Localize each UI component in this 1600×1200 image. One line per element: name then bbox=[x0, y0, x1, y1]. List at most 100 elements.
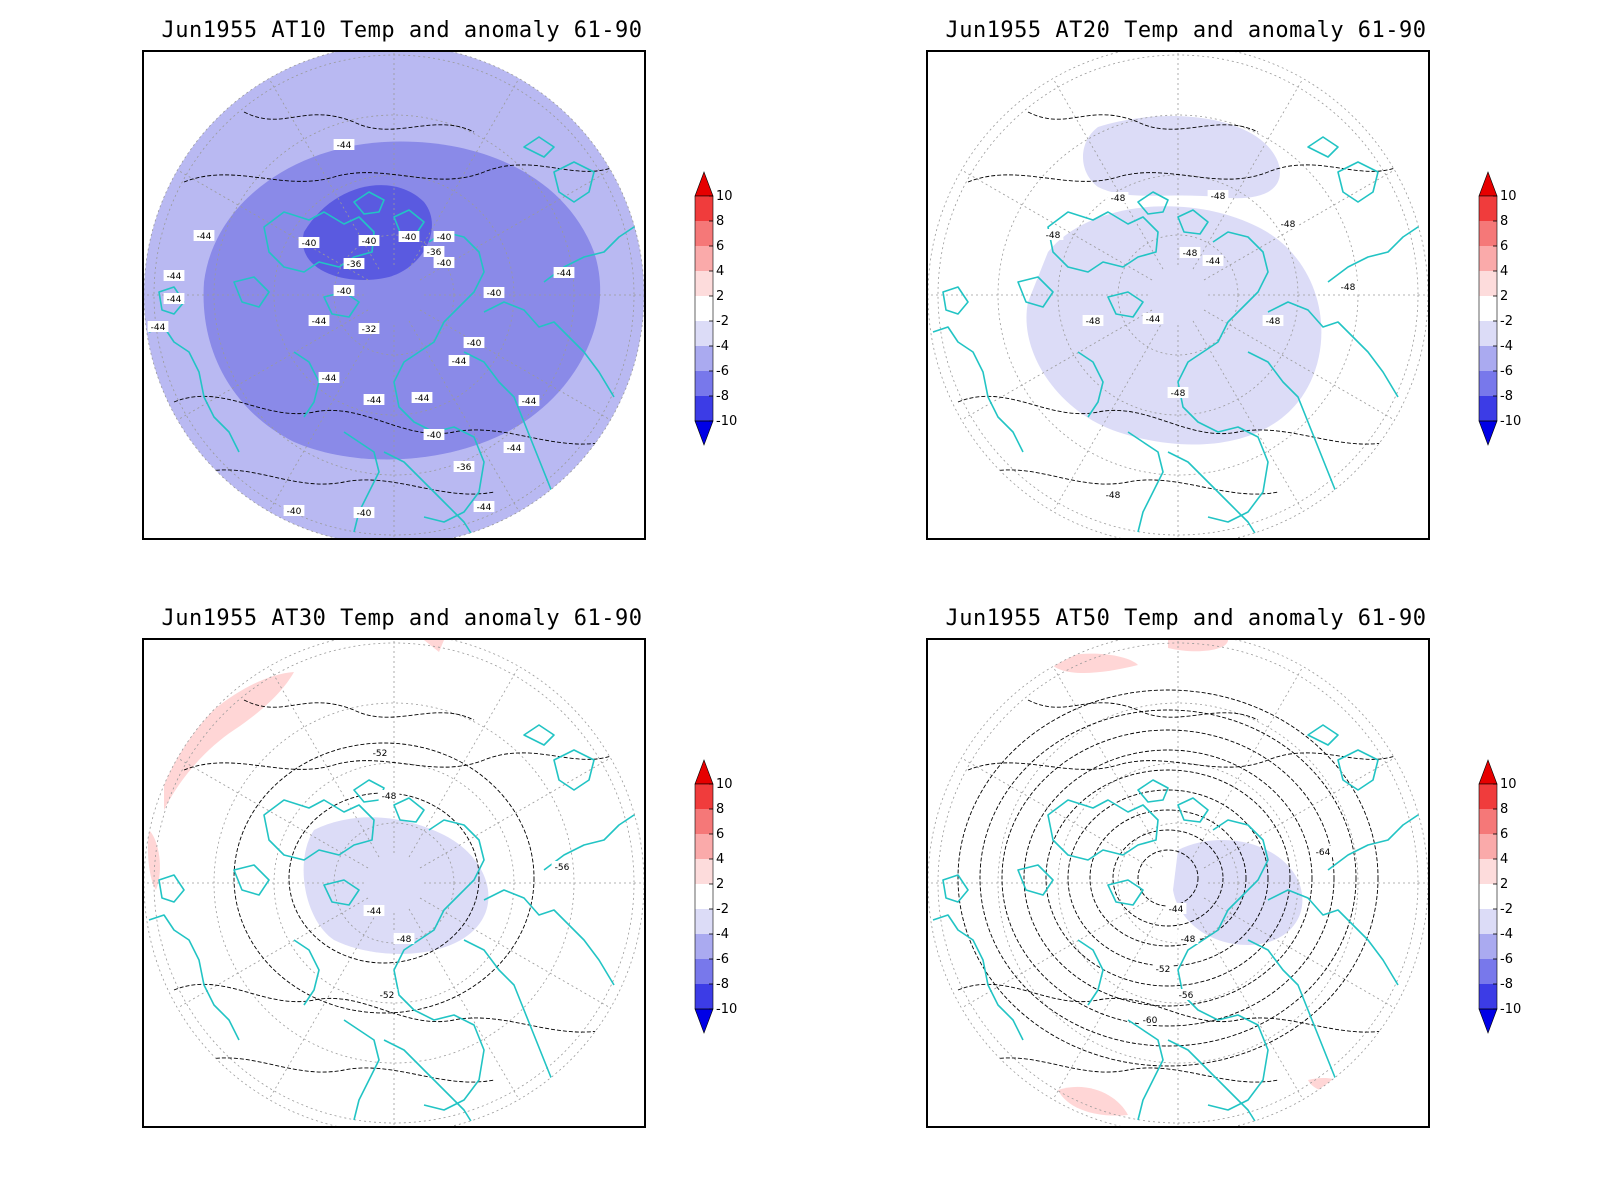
colorbar-outline bbox=[1478, 195, 1498, 422]
colorbar-max-arrow bbox=[1478, 759, 1498, 785]
coastline bbox=[1327, 814, 1428, 871]
svg-text:-48: -48 bbox=[1171, 389, 1186, 399]
colorbar-tick-label: -10 bbox=[1500, 414, 1521, 429]
svg-text:-52: -52 bbox=[1156, 965, 1171, 975]
coastline bbox=[1107, 879, 1144, 906]
colorbar-max-arrow bbox=[694, 759, 714, 785]
warm-anomaly-shading bbox=[1308, 1078, 1344, 1092]
coastline bbox=[942, 286, 969, 315]
svg-text:-44: -44 bbox=[507, 444, 522, 454]
panel-title: Jun1955 AT30 Temp and anomaly 61-90 bbox=[161, 606, 643, 631]
svg-text:-56: -56 bbox=[555, 863, 570, 873]
temperature-contour bbox=[203, 1057, 495, 1083]
contour-label: -40 bbox=[353, 507, 375, 519]
contour-label: -44 bbox=[308, 315, 330, 327]
coastline bbox=[1247, 351, 1339, 498]
warm-anomaly-shading bbox=[164, 672, 294, 810]
colorbar-tick-label: -10 bbox=[1500, 1002, 1521, 1017]
contour-label: -40 bbox=[333, 285, 355, 297]
colorbar-tick-label: -4 bbox=[716, 339, 729, 354]
panel-title: Jun1955 AT10 Temp and anomaly 61-90 bbox=[161, 18, 643, 43]
colorbar-segment bbox=[695, 834, 713, 859]
colorbar-segment bbox=[1479, 221, 1497, 246]
map-content: -52 -48 -44 -48 -52 -56 bbox=[144, 640, 644, 1126]
contour-label: -44 bbox=[1202, 255, 1224, 267]
svg-text:-36: -36 bbox=[427, 248, 442, 258]
contour-label: -44 bbox=[448, 355, 470, 367]
coastline bbox=[393, 797, 425, 823]
coastline bbox=[233, 864, 270, 896]
contour-label: -56 bbox=[1175, 989, 1197, 1001]
warm-anomaly-shading bbox=[147, 830, 160, 890]
colorbar-tick-label: -10 bbox=[716, 414, 737, 429]
colorbar-segment bbox=[1479, 909, 1497, 934]
svg-text:-44: -44 bbox=[322, 374, 337, 384]
contour-label: -52 bbox=[369, 747, 391, 759]
svg-text:-44: -44 bbox=[367, 907, 382, 917]
colorbar-tick-label: 6 bbox=[1500, 827, 1508, 842]
coastline bbox=[1167, 1039, 1259, 1126]
meridian-line bbox=[408, 320, 520, 512]
meridian-line bbox=[177, 897, 369, 1009]
colorbar-segment bbox=[695, 859, 713, 884]
coastline bbox=[1337, 749, 1379, 791]
colorbar-segment bbox=[695, 809, 713, 834]
colorbar-segment bbox=[695, 296, 713, 321]
colorbar-segment bbox=[695, 346, 713, 371]
temperature-contour bbox=[243, 699, 475, 721]
panel-at30: Jun1955 AT30 Temp and anomaly 61-90 -52 -… bbox=[142, 606, 782, 1166]
contour-label: -44 bbox=[503, 442, 525, 454]
colorbar-tick-label: -8 bbox=[1500, 977, 1513, 992]
svg-text:-44: -44 bbox=[1169, 905, 1184, 915]
coastline bbox=[1327, 226, 1428, 283]
temperature-contour bbox=[183, 164, 615, 183]
svg-text:-44: -44 bbox=[557, 269, 572, 279]
coastline bbox=[233, 276, 270, 308]
warm-anomaly-shading bbox=[1278, 647, 1324, 660]
colorbar-tick-label: 6 bbox=[716, 827, 724, 842]
svg-text:-40: -40 bbox=[287, 507, 302, 517]
colorbar-segment bbox=[695, 196, 713, 221]
temperature-contour bbox=[957, 395, 1389, 445]
colorbar-tick-label: -10 bbox=[716, 1002, 737, 1017]
contour-label: -44 bbox=[147, 321, 169, 333]
temperature-contour bbox=[967, 752, 1399, 771]
colorbar-tick-label: 8 bbox=[716, 802, 724, 817]
coastline bbox=[323, 879, 360, 906]
temperature-contour bbox=[1027, 699, 1259, 721]
colorbar-segment bbox=[1479, 396, 1497, 421]
coastline bbox=[1017, 276, 1054, 308]
coastline bbox=[1337, 161, 1379, 203]
temperature-contour bbox=[203, 469, 495, 495]
contour-label: -56 bbox=[551, 861, 573, 873]
panel-at50: Jun1955 AT50 Temp and anomaly 61-90 -44-… bbox=[926, 606, 1566, 1166]
colorbar-segment bbox=[1479, 296, 1497, 321]
contour-label: -40 bbox=[283, 505, 305, 517]
contour-label: -48 bbox=[1177, 933, 1199, 945]
contour-label: -40 bbox=[483, 287, 505, 299]
colorbar-tick-label: -2 bbox=[1500, 314, 1513, 329]
meridian-line bbox=[268, 320, 380, 512]
warm-anomaly-shading bbox=[1058, 1086, 1128, 1116]
svg-text:-44: -44 bbox=[197, 232, 212, 242]
contour-label: -44 bbox=[518, 395, 540, 407]
meridian-line bbox=[1192, 78, 1304, 270]
coastline bbox=[1307, 136, 1339, 158]
svg-text:-44: -44 bbox=[167, 272, 182, 282]
colorbar-tick-label: 4 bbox=[716, 264, 724, 279]
colorbar-segment bbox=[695, 784, 713, 809]
svg-text:-44: -44 bbox=[1206, 257, 1221, 267]
temperature-contour bbox=[967, 164, 1399, 183]
contour-label: -40 bbox=[463, 337, 485, 349]
colorbar-segment bbox=[1479, 346, 1497, 371]
colorbar-tick-label: 2 bbox=[1500, 289, 1508, 304]
colorbar-segment bbox=[695, 396, 713, 421]
svg-text:-40: -40 bbox=[302, 239, 317, 249]
colorbar-segment bbox=[695, 984, 713, 1009]
contour-label: -44 bbox=[193, 230, 215, 242]
colorbar-segment bbox=[695, 959, 713, 984]
colorbar-min-arrow bbox=[694, 420, 714, 446]
colorbar-tick-label: -4 bbox=[716, 927, 729, 942]
contour-label: -32 bbox=[358, 323, 380, 335]
colorbar-segment bbox=[1479, 784, 1497, 809]
